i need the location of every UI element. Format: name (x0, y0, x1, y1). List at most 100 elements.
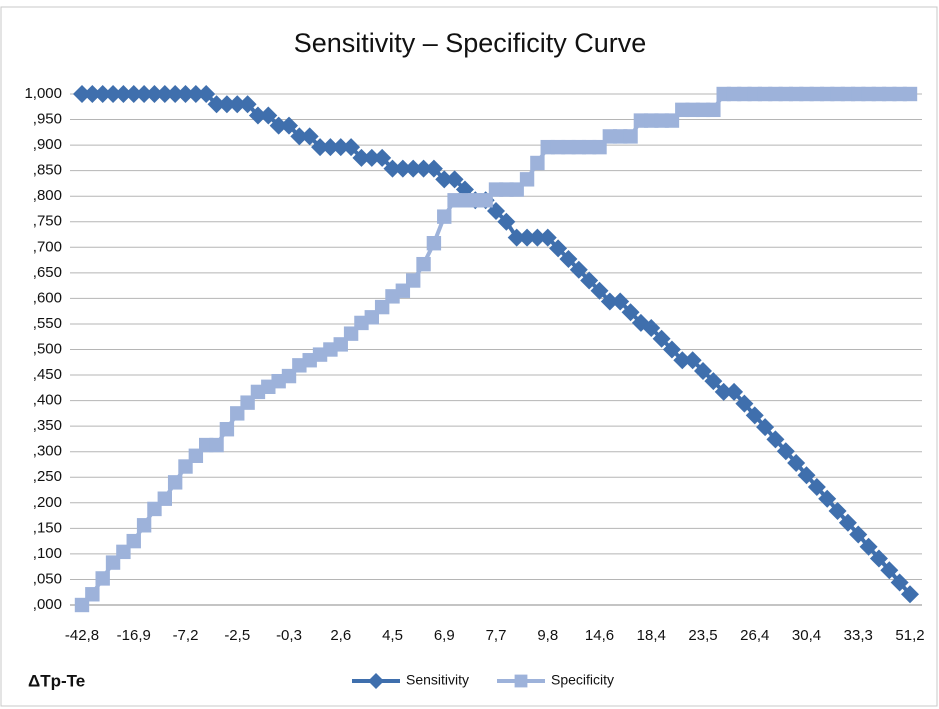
data-point (209, 437, 224, 453)
x-tick-label: 33,3 (844, 627, 873, 644)
y-tick-label: ,200 (33, 494, 62, 511)
data-point (745, 406, 764, 425)
data-point (569, 260, 588, 279)
y-tick-label: 1,000 (24, 85, 62, 102)
data-point (290, 127, 309, 146)
data-point (342, 138, 361, 157)
x-tick-label: 51,2 (895, 627, 924, 644)
x-tick-label: -7,2 (173, 627, 199, 644)
data-point (706, 102, 721, 118)
data-point (228, 95, 247, 114)
data-point (704, 372, 723, 391)
data-point (538, 228, 557, 247)
data-point (136, 518, 152, 533)
x-tick-label: -42,8 (65, 627, 99, 644)
y-tick-label: ,800 (33, 187, 62, 204)
chart-title: Sensitivity – Specificity Curve (294, 28, 647, 58)
data-point (662, 340, 681, 359)
data-point (838, 513, 857, 532)
data-point (404, 159, 423, 178)
y-tick-label: ,750 (33, 213, 62, 230)
data-point (497, 212, 516, 231)
x-tick-label: -2,5 (224, 627, 250, 644)
x-tick-label: 9,8 (537, 627, 558, 644)
data-point (135, 85, 154, 103)
data-point (735, 394, 754, 413)
data-point (145, 85, 164, 103)
x-axis-label: ΔTp-Te (28, 671, 85, 690)
data-point (426, 236, 442, 251)
data-point (406, 273, 421, 288)
x-tick-label: 2,6 (330, 627, 351, 644)
legend-marker (368, 673, 384, 689)
data-point (859, 537, 878, 556)
data-point (528, 228, 547, 247)
y-tick-label: ,450 (33, 366, 62, 383)
x-tick-label: 26,4 (740, 627, 769, 644)
data-point (445, 170, 464, 189)
data-point (714, 382, 733, 401)
data-point (373, 148, 392, 167)
data-point (642, 319, 661, 338)
data-point (611, 292, 630, 311)
data-point (807, 477, 826, 496)
data-point (280, 116, 298, 135)
y-tick-label: ,050 (33, 570, 62, 587)
data-point (259, 106, 278, 125)
data-point (167, 475, 183, 490)
data-point (424, 159, 443, 178)
data-point (352, 148, 371, 167)
data-point (435, 170, 454, 189)
data-point (580, 271, 599, 290)
y-tick-label: ,550 (33, 315, 62, 332)
x-tick-label: 7,7 (486, 627, 507, 644)
data-point (217, 95, 236, 114)
data-point (176, 85, 195, 103)
data-point (238, 95, 257, 114)
legend-label: Specificity (551, 672, 614, 688)
data-point (652, 329, 671, 348)
data-point (124, 85, 143, 103)
data-point (623, 129, 638, 144)
data-point (880, 561, 899, 580)
data-point (725, 382, 744, 401)
data-point (104, 85, 123, 103)
data-point (414, 159, 433, 178)
data-point (673, 351, 692, 370)
data-point (590, 281, 609, 300)
legend-marker (514, 674, 528, 688)
data-point (269, 116, 288, 135)
y-tick-label: ,100 (33, 545, 62, 562)
y-tick-label: ,900 (33, 136, 62, 153)
data-point (828, 501, 847, 520)
data-point (126, 533, 141, 549)
x-tick-label: 30,4 (792, 627, 821, 644)
data-point (890, 573, 909, 592)
legend-label: Sensitivity (406, 672, 469, 688)
data-point (600, 292, 619, 311)
x-tick-label: 18,4 (637, 627, 666, 644)
x-tick-label: 4,5 (382, 627, 403, 644)
series-line (82, 92, 912, 596)
data-point (85, 587, 100, 602)
y-tick-label: ,950 (33, 111, 62, 128)
data-point (694, 361, 712, 380)
y-tick-label: ,150 (33, 519, 62, 536)
data-point (787, 453, 806, 472)
y-tick-label: ,850 (33, 162, 62, 179)
y-tick-label: ,700 (33, 238, 62, 255)
y-tick-label: ,400 (33, 392, 62, 409)
data-point (559, 250, 578, 269)
x-tick-label: 6,9 (434, 627, 455, 644)
data-point (95, 571, 110, 586)
data-point (683, 351, 702, 370)
y-tick-label: ,500 (33, 340, 62, 357)
data-point (507, 228, 526, 247)
data-point (311, 138, 330, 157)
data-point (797, 466, 816, 485)
data-point (155, 85, 174, 103)
data-point (300, 127, 319, 146)
data-point (73, 85, 91, 103)
data-point (902, 86, 918, 102)
